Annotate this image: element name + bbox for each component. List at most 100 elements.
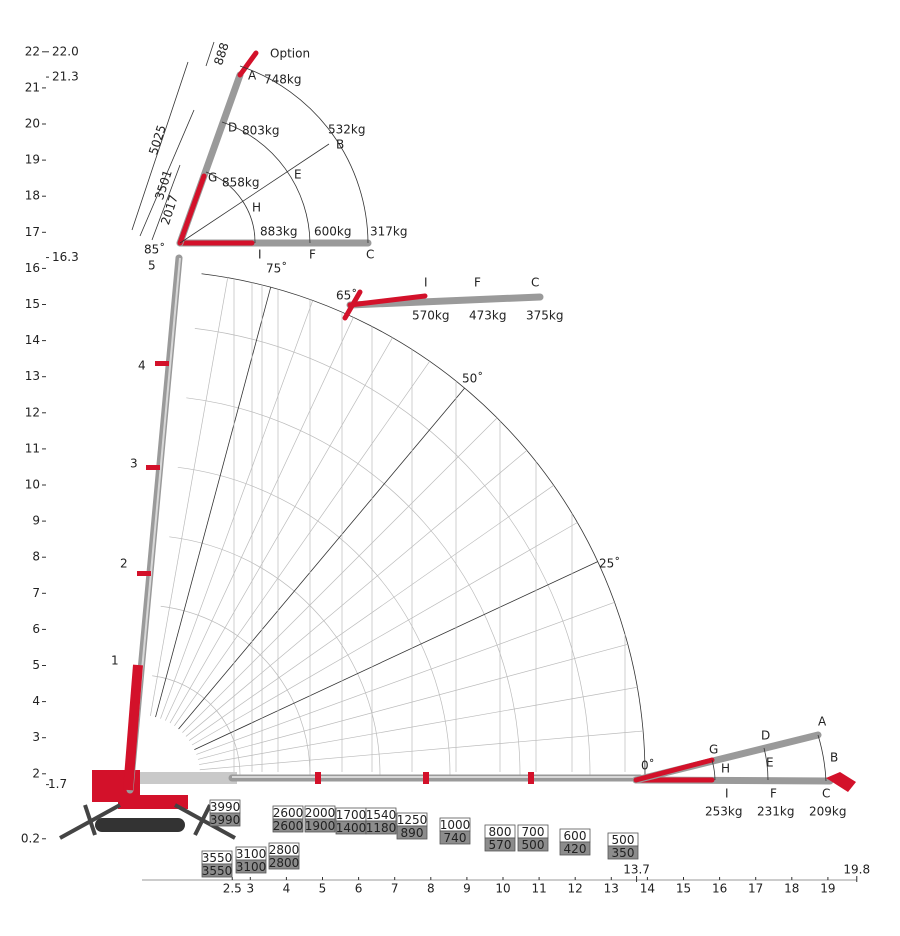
y-tick-label: 14 <box>25 333 40 347</box>
load-label: 858kg <box>222 176 259 190</box>
reduced-capacity-cell <box>268 855 300 870</box>
jib-arc <box>763 747 769 781</box>
dimension-line <box>205 41 215 67</box>
radial-line <box>196 601 615 755</box>
y-tick-label: 6 <box>32 622 40 636</box>
joint <box>528 772 534 784</box>
y-tick-label: 7 <box>32 586 40 600</box>
range-arc <box>169 536 381 776</box>
y-tick-label: 4 <box>32 694 40 708</box>
mid-jib-base <box>347 293 428 308</box>
y-tick-label: 15 <box>25 297 40 311</box>
jib-arc <box>205 171 256 244</box>
boom-joints <box>137 361 169 576</box>
point-label: D <box>761 729 770 743</box>
angle-label: 25˚ <box>599 556 620 571</box>
reduced-capacity-value: 890 <box>401 826 424 840</box>
y-tick-label: 16 <box>25 261 40 275</box>
x-tick-label: 19 <box>820 882 835 896</box>
radial-line <box>191 522 578 746</box>
reduced-capacity-cell <box>209 812 241 827</box>
reduced-capacity-value: 1180 <box>366 821 397 835</box>
x-tick-label: 5 <box>319 882 327 896</box>
reduced-capacity-cell <box>235 859 267 874</box>
x-tick-label: 3 <box>246 882 254 896</box>
outer-arc <box>201 273 646 776</box>
capacity-value: 3990 <box>210 800 241 814</box>
y-tick-label: 8 <box>32 550 40 564</box>
outrigger <box>193 804 212 836</box>
outrigger <box>174 803 236 840</box>
radial-line <box>199 686 638 765</box>
range-arc <box>152 675 241 776</box>
x-tick-label: 9 <box>463 882 471 896</box>
capacity-value: 800 <box>489 825 512 839</box>
y-tick-label: 19 <box>25 153 40 167</box>
radial-line <box>165 317 354 721</box>
reduced-capacity-cell <box>517 837 549 852</box>
y-tick-label: 17 <box>25 225 40 239</box>
load-label: 253kg <box>705 805 742 819</box>
y-tick-label: 20 <box>25 117 40 131</box>
x-tick-label: 18 <box>784 882 799 896</box>
y-tick-label: 13 <box>25 369 40 383</box>
label: Option <box>270 47 310 61</box>
jib-arc <box>239 65 369 244</box>
x-tick-label: 6 <box>355 882 363 896</box>
reduced-capacity-cell <box>272 818 304 833</box>
capacity-value: 3550 <box>202 851 233 865</box>
dimension-line <box>139 109 195 237</box>
range-arc <box>160 605 311 776</box>
chassis <box>118 795 188 809</box>
x-tick-label: 2.5 <box>223 882 242 896</box>
y-marker-label: 1.7 <box>48 777 67 791</box>
angle-line <box>155 287 272 718</box>
reduced-capacity-value: 420 <box>564 842 587 856</box>
radial-line <box>197 643 628 760</box>
radial-line <box>174 361 430 727</box>
load-label: 532kg <box>328 123 365 137</box>
point-label: I <box>424 276 428 290</box>
capacity-value: 2600 <box>273 806 304 820</box>
tracks <box>95 818 185 832</box>
bottom-jib-raised-base <box>633 757 715 783</box>
capacity-value: 2800 <box>269 843 300 857</box>
point-label: D <box>228 121 237 135</box>
section-label: 2 <box>120 557 128 571</box>
y-marker-label: 16.3 <box>52 250 79 264</box>
x-tick-label: 15 <box>676 882 691 896</box>
y-tick-label: 3 <box>32 730 40 744</box>
radial-line <box>182 417 498 733</box>
radial-line <box>185 450 528 737</box>
dimension-label: 888 <box>211 41 231 67</box>
mid-jib-pivot <box>342 289 363 321</box>
reduced-capacity-cell <box>396 825 428 840</box>
y-tick-label: 11 <box>25 441 40 455</box>
load-label: 375kg <box>526 309 563 323</box>
x-tick-label: 13 <box>604 882 619 896</box>
hook <box>826 772 856 792</box>
jib-arc <box>221 121 311 244</box>
section-label: 4 <box>138 359 146 373</box>
point-label: B <box>336 138 344 152</box>
reduced-capacity-cell <box>559 841 591 856</box>
load-label: 570kg <box>412 309 449 323</box>
capacity-value: 600 <box>564 829 587 843</box>
point-label: C <box>822 787 830 801</box>
reduced-capacity-value: 3100 <box>236 860 267 874</box>
point-label: G <box>709 743 718 757</box>
x-tick-label: 12 <box>568 882 583 896</box>
point-label: F <box>309 248 316 262</box>
y-marker-label: 22.0 <box>52 44 79 58</box>
dimension-label: 5025 <box>146 123 169 156</box>
x-tick-label: 4 <box>283 882 291 896</box>
dimension-line <box>131 61 189 231</box>
reduced-capacity-cell <box>607 845 639 860</box>
reduced-capacity-value: 500 <box>522 838 545 852</box>
y-tick-label: 10 <box>25 478 40 492</box>
radial-line <box>160 300 314 719</box>
jib-arc <box>817 734 827 782</box>
point-label: C <box>531 276 539 290</box>
joint <box>155 361 169 366</box>
